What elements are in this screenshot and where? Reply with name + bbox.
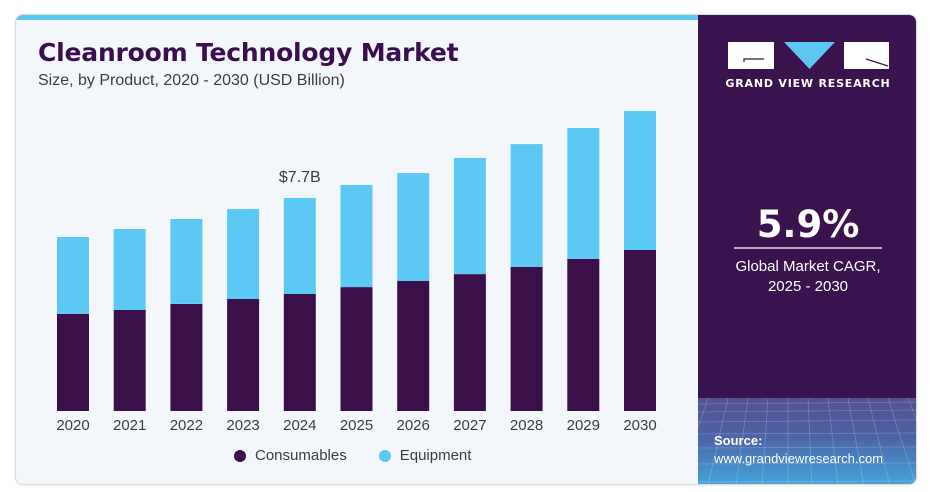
bar-equipment-2028 — [510, 144, 543, 267]
bar-consumables-2023 — [227, 299, 260, 411]
bar-equipment-2022 — [170, 219, 203, 304]
grid-backdrop — [698, 397, 916, 484]
x-tick-label-2030: 2030 — [623, 417, 656, 434]
x-tick-label-2020: 2020 — [56, 417, 89, 434]
bar-consumables-2027 — [453, 274, 486, 411]
legend-swatch-consumables — [234, 449, 246, 462]
bar-equipment-2026 — [397, 173, 430, 281]
data-label-2024: $7.7B — [279, 169, 321, 186]
bar-consumables-2029 — [567, 258, 600, 411]
bar-consumables-2022 — [170, 304, 203, 411]
bar-equipment-2021 — [113, 229, 146, 310]
legend: Consumables Equipment — [234, 447, 503, 464]
mesh-pattern-icon — [698, 397, 916, 484]
brand-panel: GRAND VIEW RESEARCH 5.9% Global Market C… — [698, 15, 916, 484]
bar-equipment-2027 — [453, 157, 486, 275]
legend-label-consumables: Consumables — [255, 447, 347, 464]
cagr-label-line2: 2025 - 2030 — [767, 278, 849, 295]
chart-subtitle: Size, by Product, 2020 - 2030 (USD Billi… — [38, 72, 345, 89]
source-label: Source: — [714, 433, 763, 448]
bar-equipment-2023 — [227, 209, 260, 299]
gvr-logo-icon — [728, 42, 889, 69]
x-tick-label-2024: 2024 — [283, 417, 316, 434]
bar-consumables-2021 — [113, 310, 146, 411]
cagr-label: Global Market CAGR, 2025 - 2030 — [698, 257, 916, 297]
x-tick-label-2023: 2023 — [226, 417, 259, 434]
accent-bar — [16, 15, 698, 20]
legend-item-consumables: Consumables — [234, 447, 347, 464]
x-tick-label-2028: 2028 — [510, 417, 543, 434]
stacked-bar-chart: 2020 2021 2022 2023 2024 $7.7B 2025 2026 2027 202… — [56, 110, 657, 434]
legend-item-equipment: Equipment — [378, 447, 472, 464]
x-tick-label-2029: 2029 — [567, 417, 600, 434]
x-tick-label-2027: 2027 — [453, 417, 486, 434]
bar-equipment-2030 — [624, 110, 656, 251]
bar-equipment-2029 — [567, 128, 600, 259]
brand-name: GRAND VIEW RESEARCH — [725, 77, 891, 90]
bar-consumables-2026 — [397, 281, 430, 411]
bar-equipment-2024 — [283, 198, 316, 294]
x-tick-label-2025: 2025 — [340, 417, 373, 434]
infographic-card: Cleanroom Technology Market Size, by Pro… — [15, 14, 917, 485]
cagr-label-line1: Global Market CAGR, — [735, 258, 881, 275]
bar-consumables-2028 — [510, 266, 543, 411]
x-tick-label-2026: 2026 — [397, 417, 430, 434]
legend-swatch-equipment — [378, 449, 391, 462]
cagr-value: 5.9% — [756, 203, 860, 246]
legend-label-equipment: Equipment — [399, 447, 472, 464]
source-link[interactable]: www.grandviewresearch.com — [714, 451, 884, 466]
bar-consumables-2030 — [624, 250, 656, 411]
cagr-divider — [734, 247, 882, 249]
x-tick-label-2022: 2022 — [170, 417, 203, 434]
bar-consumables-2020 — [57, 313, 89, 411]
bar-equipment-2025 — [340, 185, 373, 288]
bar-equipment-2020 — [57, 237, 89, 314]
bar-consumables-2025 — [340, 287, 373, 411]
x-tick-label-2021: 2021 — [113, 417, 146, 434]
bar-consumables-2024 — [283, 294, 316, 411]
chart-title: Cleanroom Technology Market — [38, 38, 459, 67]
